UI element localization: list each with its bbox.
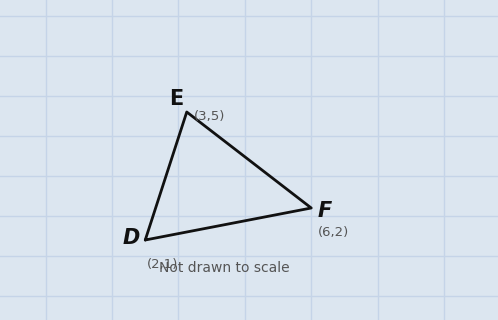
Text: E: E — [169, 89, 183, 109]
Text: D: D — [123, 228, 140, 248]
Text: Not drawn to scale: Not drawn to scale — [159, 261, 290, 275]
Text: (6,2): (6,2) — [318, 226, 349, 239]
Text: F: F — [318, 201, 332, 221]
Text: (2,1): (2,1) — [147, 258, 179, 271]
Text: (3,5): (3,5) — [194, 110, 226, 124]
